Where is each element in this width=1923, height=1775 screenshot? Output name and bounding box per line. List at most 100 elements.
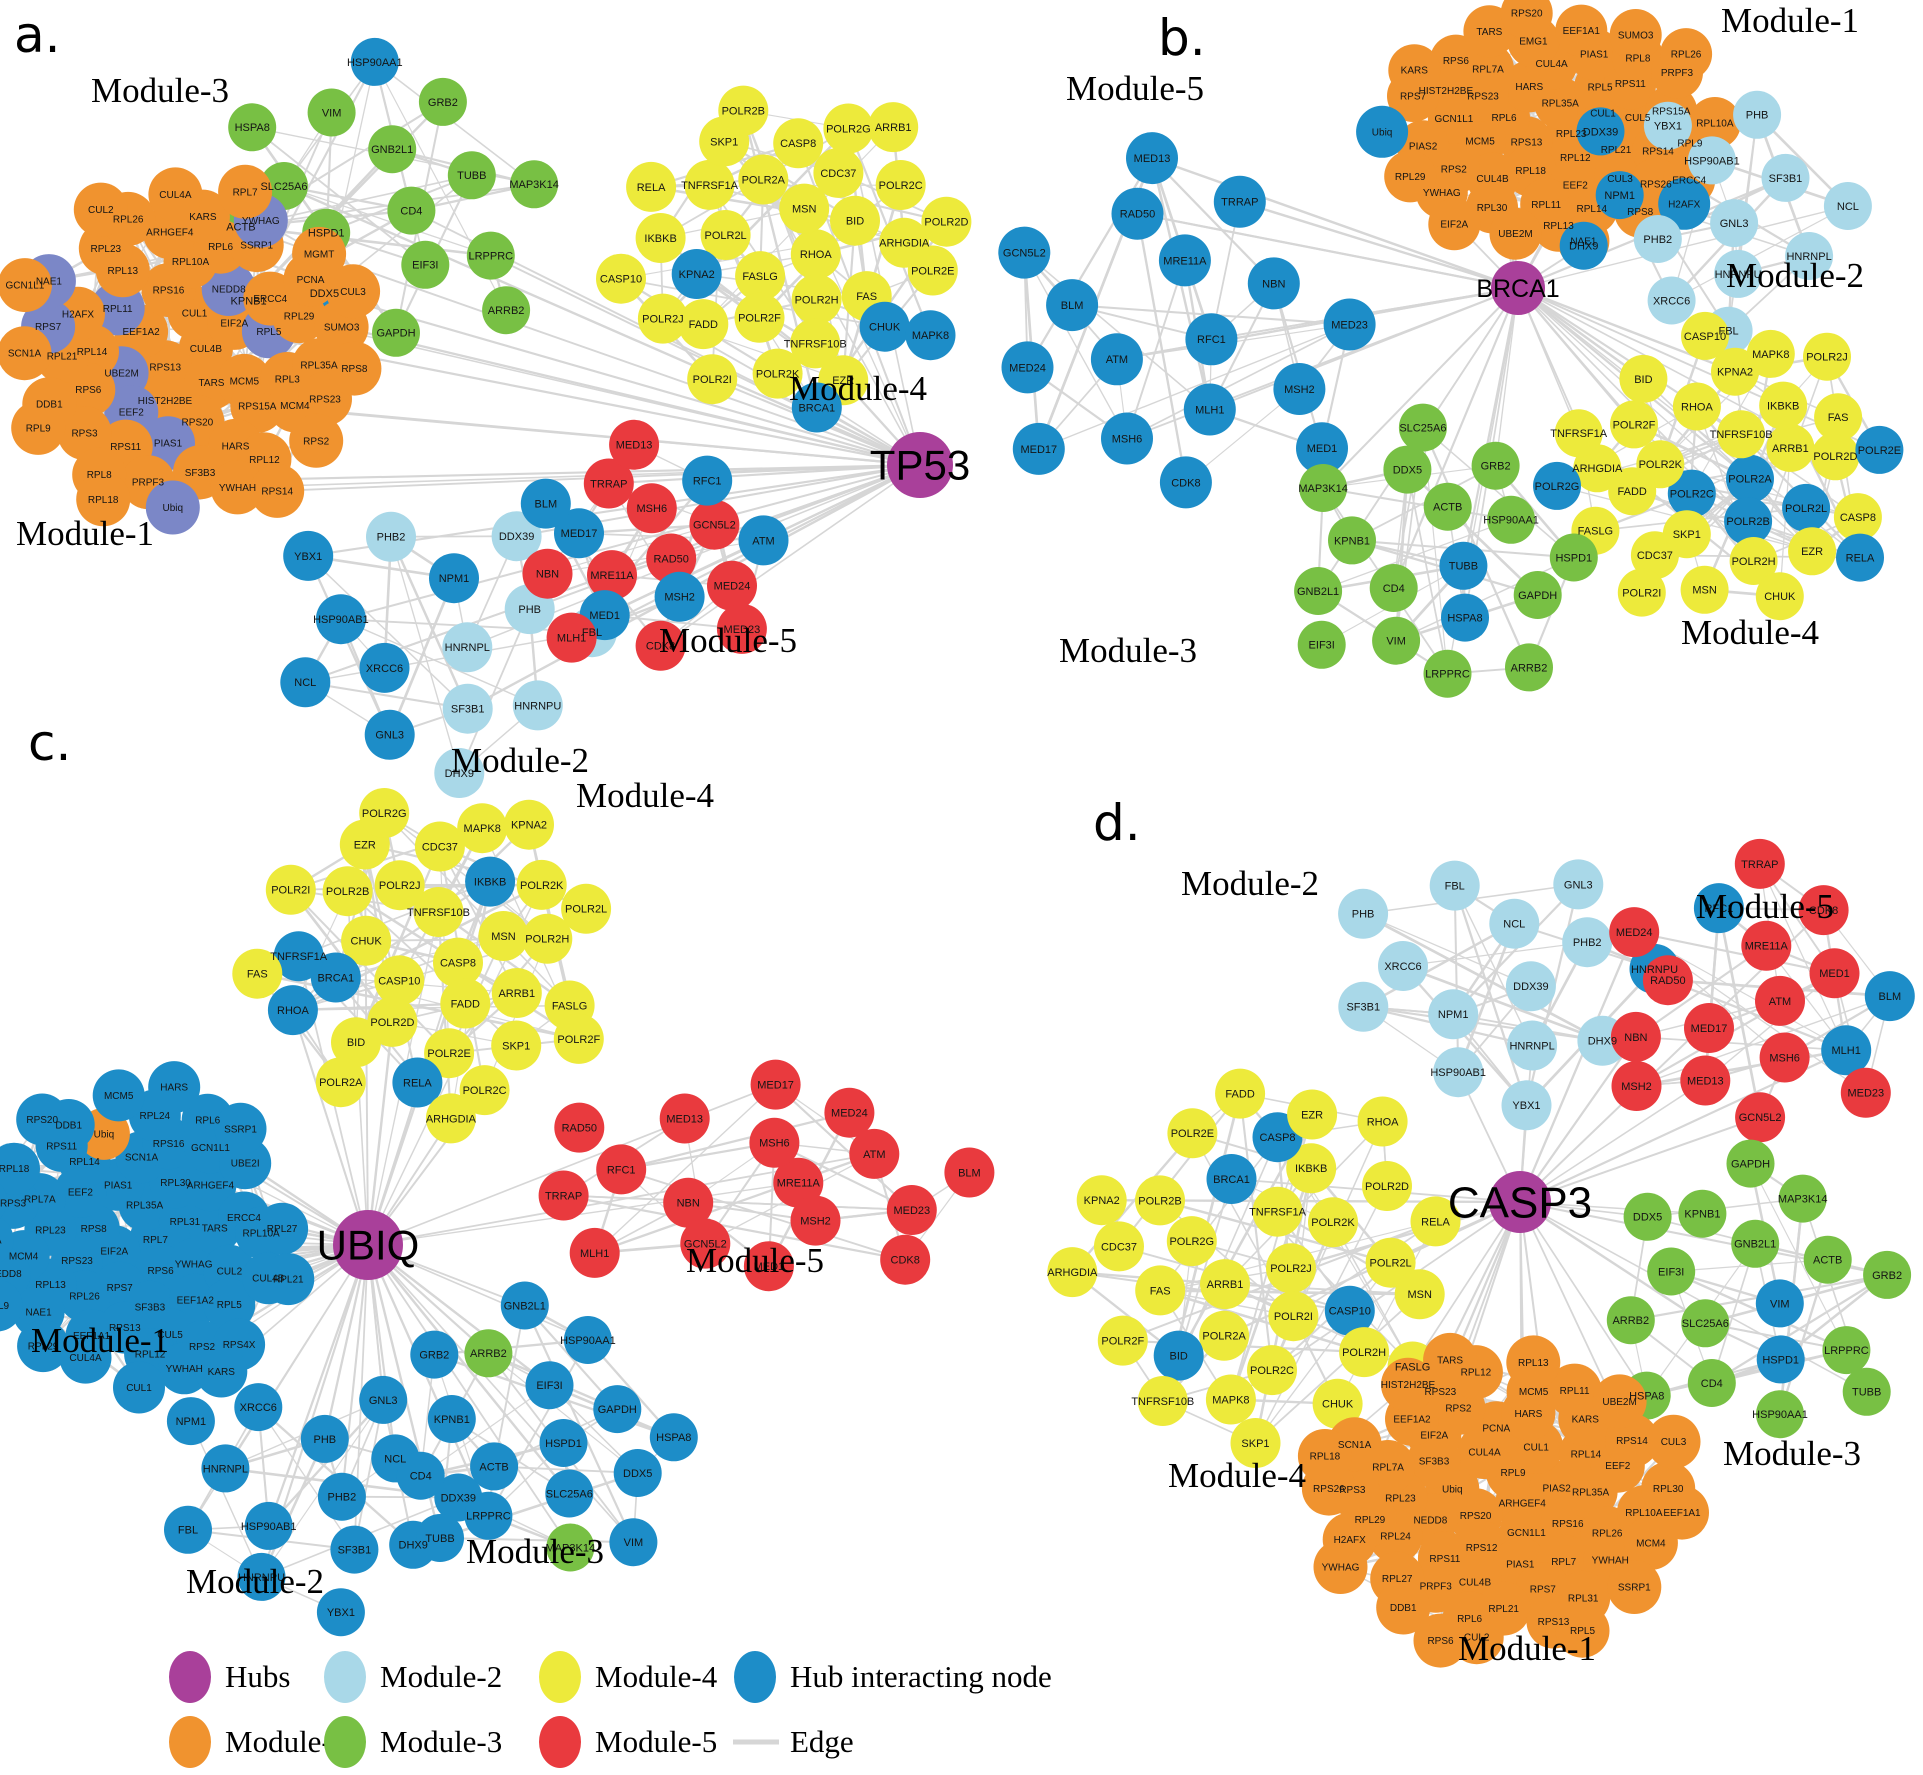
hub-node-CASP3[interactable] (1489, 1171, 1551, 1233)
node-RHOA[interactable] (790, 229, 841, 280)
node-BID[interactable] (1619, 354, 1668, 403)
node-FAS[interactable] (232, 948, 283, 999)
node-GNB2L1[interactable] (1294, 567, 1343, 615)
node-ATM[interactable] (738, 515, 789, 566)
node-YBX1[interactable] (283, 530, 334, 581)
node-ARRB1[interactable] (868, 102, 919, 153)
node-MED17[interactable] (554, 508, 604, 559)
node-PHB[interactable] (300, 1414, 349, 1463)
node-ARRB1[interactable] (1766, 423, 1815, 472)
node-DHX9[interactable] (434, 748, 485, 798)
node-TUBB[interactable] (1439, 541, 1488, 590)
node-RAD50[interactable] (1642, 955, 1693, 1006)
node-POLR2C[interactable] (1667, 469, 1716, 518)
node-YWHAG[interactable] (1313, 1540, 1368, 1594)
node-POLR2J[interactable] (637, 293, 688, 344)
node-POLR2E[interactable] (1855, 425, 1904, 474)
node-MAPK8[interactable] (1746, 329, 1795, 378)
node-POLR2A[interactable] (1726, 454, 1774, 503)
node-EIF2A[interactable] (1428, 198, 1481, 251)
node-MSH2[interactable] (790, 1195, 841, 1246)
node-ATM[interactable] (1755, 975, 1805, 1026)
node-RFC1[interactable] (596, 1144, 647, 1195)
node-RPL7[interactable] (218, 164, 273, 219)
node-GNB2L1[interactable] (1731, 1219, 1780, 1268)
node-POLR2B[interactable] (1135, 1175, 1185, 1226)
node-ACTB[interactable] (1803, 1235, 1852, 1284)
node-RPL18[interactable] (76, 472, 131, 527)
node-TRRAP[interactable] (1734, 838, 1785, 889)
node-SSRP1[interactable] (1607, 1560, 1662, 1614)
node-FADD[interactable] (678, 299, 729, 350)
node-POLR2J[interactable] (374, 860, 425, 911)
node-KPNB1[interactable] (1328, 516, 1376, 565)
node-BLM[interactable] (1046, 279, 1099, 332)
node-MSH6[interactable] (1101, 412, 1153, 465)
node-GAPDH[interactable] (1726, 1139, 1775, 1188)
node-GCN5L2[interactable] (680, 1218, 731, 1269)
node-KARS[interactable] (1388, 44, 1441, 97)
node-TNFRSF10B[interactable] (413, 887, 464, 937)
node-RPS8[interactable] (327, 341, 382, 396)
node-POLR2H[interactable] (791, 274, 842, 325)
node-POLR2L[interactable] (1782, 483, 1831, 532)
node-GNL3[interactable] (364, 709, 415, 760)
node-YBX1[interactable] (316, 1588, 365, 1637)
node-FASLG[interactable] (735, 251, 786, 302)
node-ARHGDIA[interactable] (1047, 1247, 1098, 1298)
node-SLC25A6[interactable] (1681, 1299, 1730, 1348)
node-RELA[interactable] (626, 161, 677, 212)
node-EIF3I[interactable] (1647, 1247, 1696, 1296)
node-POLR2G[interactable] (359, 788, 410, 838)
node-TNFRSF1A[interactable] (273, 931, 324, 982)
node-MED17[interactable] (1684, 1003, 1734, 1053)
node-CDC37[interactable] (813, 147, 864, 198)
node-CDC37[interactable] (1094, 1221, 1144, 1272)
node-RPS20[interactable] (16, 1093, 69, 1146)
node-PHB2[interactable] (1633, 215, 1682, 263)
node-CD4[interactable] (396, 1451, 445, 1500)
node-VIM[interactable] (307, 88, 356, 137)
node-POLR2G[interactable] (1166, 1216, 1217, 1267)
node-RPS14[interactable] (250, 463, 305, 518)
node-KPNA2[interactable] (671, 249, 722, 299)
node-TRRAP[interactable] (583, 458, 634, 509)
node-POLR2H[interactable] (522, 913, 573, 964)
node-EZR[interactable] (1287, 1089, 1338, 1140)
node-DDX5[interactable] (613, 1449, 662, 1497)
node-PHB[interactable] (1733, 90, 1782, 139)
node-Ubiq[interactable] (1356, 105, 1409, 158)
node-MLH1[interactable] (1821, 1025, 1872, 1076)
node-MLH1[interactable] (546, 612, 597, 663)
node-POLR2E[interactable] (1167, 1108, 1218, 1159)
node-VIM[interactable] (1755, 1279, 1804, 1328)
node-HNRNPL[interactable] (1785, 232, 1834, 280)
node-POLR2H[interactable] (1729, 537, 1778, 585)
node-SF3B1[interactable] (442, 683, 493, 734)
node-CDK8[interactable] (1159, 456, 1212, 509)
node-YBX1[interactable] (1643, 101, 1692, 150)
node-NPM1[interactable] (166, 1397, 215, 1446)
node-YWHAH[interactable] (210, 460, 265, 515)
node-POLR2A[interactable] (738, 154, 789, 205)
node-XRCC6[interactable] (1378, 941, 1428, 991)
node-BRCA1[interactable] (791, 382, 842, 433)
node-HNRNPU[interactable] (237, 1552, 286, 1601)
node-CD4[interactable] (387, 186, 436, 235)
node-XRCC6[interactable] (359, 642, 410, 693)
node-RPL21[interactable] (262, 1253, 315, 1306)
node-BLM[interactable] (520, 478, 571, 529)
node-RPL5[interactable] (1555, 1603, 1610, 1658)
node-DDX39[interactable] (491, 511, 542, 562)
node-POLR2G[interactable] (1533, 461, 1581, 510)
node-GNB2L1[interactable] (368, 125, 417, 174)
node-KARS[interactable] (195, 1345, 248, 1398)
node-GNL3[interactable] (359, 1375, 408, 1424)
node-NBN[interactable] (663, 1177, 714, 1228)
node-XRCC6[interactable] (1647, 276, 1696, 325)
node-CASP10[interactable] (374, 955, 425, 1006)
node-DDX39[interactable] (1505, 961, 1556, 1012)
node-DDB1[interactable] (1376, 1580, 1431, 1635)
node-FADD[interactable] (1608, 467, 1657, 516)
node-DDX39[interactable] (1576, 107, 1625, 156)
